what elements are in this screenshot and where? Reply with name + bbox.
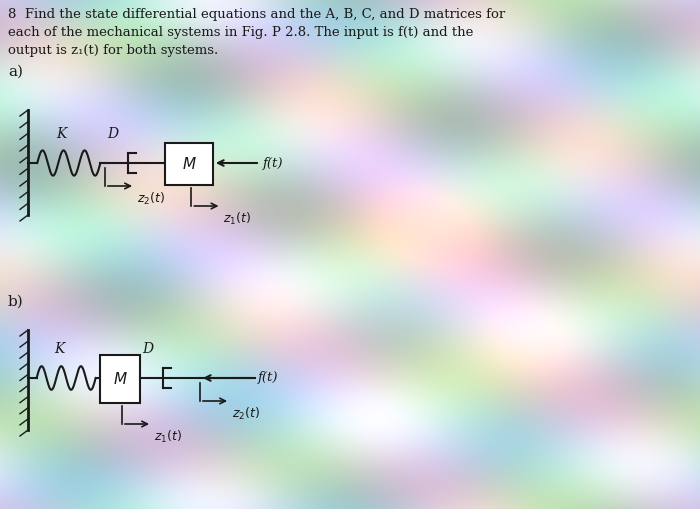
Text: M: M: [183, 156, 195, 172]
Text: D: D: [107, 127, 118, 141]
Text: f(t): f(t): [258, 372, 279, 384]
Text: $z_2(t)$: $z_2(t)$: [232, 406, 260, 422]
Text: $z_2(t)$: $z_2(t)$: [137, 191, 165, 207]
Text: $z_1(t)$: $z_1(t)$: [223, 211, 251, 227]
Text: b): b): [8, 295, 24, 309]
Text: K: K: [56, 127, 66, 141]
Text: M: M: [113, 372, 127, 386]
Bar: [100, 355, 140, 403]
Text: a): a): [8, 65, 23, 79]
Text: $z_1(t)$: $z_1(t)$: [154, 429, 182, 445]
Text: D: D: [142, 342, 153, 356]
Text: 8  Find the state differential equations and the A, B, C, and D matrices for: 8 Find the state differential equations …: [8, 8, 505, 21]
Text: f(t): f(t): [263, 156, 284, 169]
Text: K: K: [54, 342, 64, 356]
Text: output is z₁(t) for both systems.: output is z₁(t) for both systems.: [8, 44, 218, 57]
Bar: [165, 143, 213, 185]
Text: each of the mechanical systems in Fig. P 2.8. The input is f(t) and the: each of the mechanical systems in Fig. P…: [8, 26, 473, 39]
